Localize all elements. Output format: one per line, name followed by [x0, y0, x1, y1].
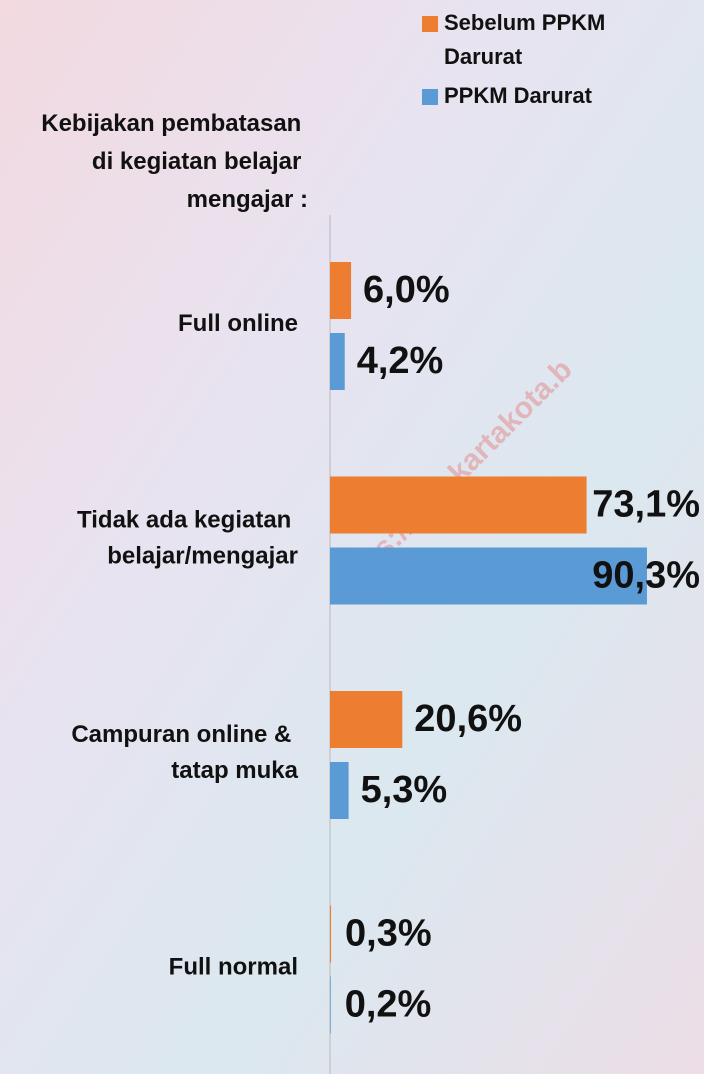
category-label: Full normal [169, 954, 298, 981]
category-label: Tidak ada kegiatan belajar/mengajar [77, 507, 298, 570]
legend-swatch [422, 89, 438, 105]
category-label: Campuran online & tatap muka [71, 721, 298, 784]
value-label: 6,0% [363, 269, 450, 311]
legend-swatch [422, 16, 438, 32]
chart-title: Kebijakan pembatasan di kegiatan belajar… [41, 110, 308, 213]
value-label: 90,3% [592, 555, 700, 597]
bar [330, 333, 345, 390]
bar [330, 762, 349, 819]
bar [330, 476, 587, 534]
value-label: 73,1% [592, 484, 700, 526]
legend-label: Sebelum PPKM Darurat [444, 10, 611, 69]
value-label: 0,3% [345, 913, 432, 955]
value-label: 20,6% [414, 698, 522, 740]
bar [330, 547, 647, 605]
value-label: 0,2% [345, 984, 432, 1026]
category-label: Full online [178, 310, 298, 337]
legend-label: PPKM Darurat [444, 83, 593, 108]
bar [330, 262, 352, 319]
value-label: 4,2% [357, 340, 444, 382]
bar [330, 905, 332, 963]
bar [330, 691, 403, 748]
value-label: 5,3% [361, 769, 448, 811]
bar [330, 976, 331, 1034]
